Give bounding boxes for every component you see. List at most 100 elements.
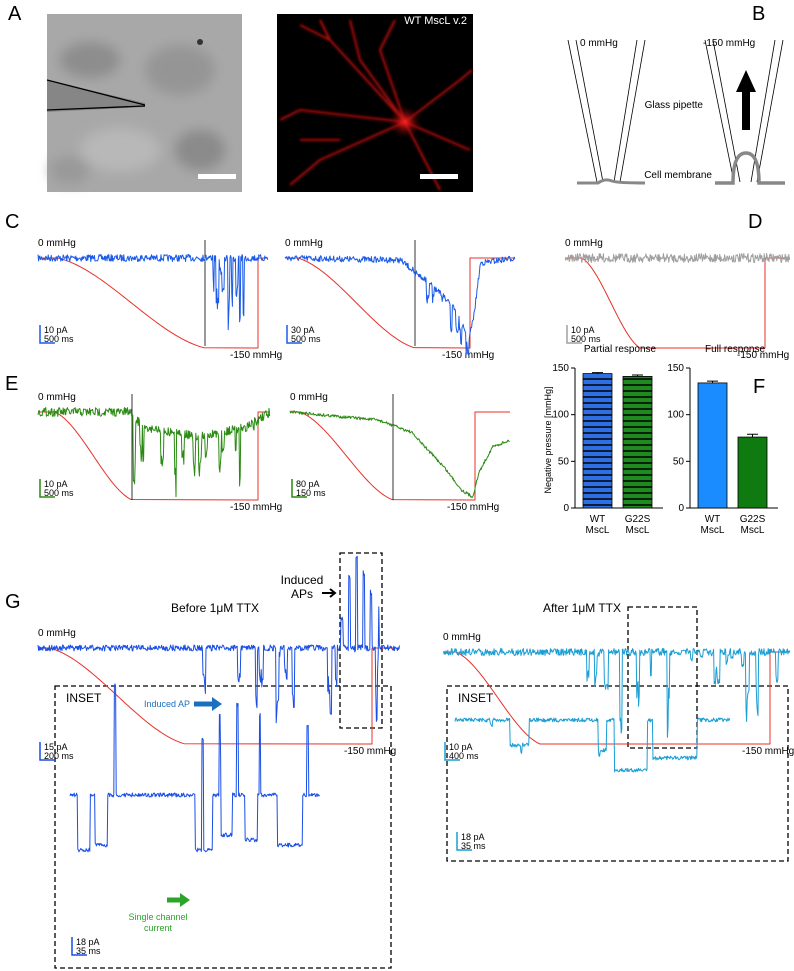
- x-tick-label: G22S MscL: [625, 514, 651, 536]
- scale-label: 500 ms: [44, 488, 74, 498]
- inset-title: INSET: [66, 691, 102, 705]
- pressure-label: 0 mmHg: [580, 38, 618, 49]
- inset-box: [54, 685, 392, 969]
- y-tick-label: 0: [678, 503, 684, 514]
- scale-bar: [420, 174, 458, 179]
- annotation: APs: [291, 587, 313, 601]
- channel-label: Single channel: [128, 912, 187, 922]
- bar: [622, 375, 653, 509]
- scale-label: 150 ms: [296, 488, 326, 498]
- current-trace: [454, 717, 731, 773]
- annotation: Induced: [281, 573, 324, 587]
- scale-bar: [39, 479, 55, 498]
- pressure-label: -150 mmHg: [703, 38, 755, 49]
- current-trace: [69, 683, 321, 853]
- pressure-label: -150 mmHg: [230, 350, 282, 361]
- scale-label: 80 pA: [296, 479, 320, 489]
- pipette-edge: [46, 105, 146, 111]
- scale-label: 18 pA: [461, 832, 485, 842]
- pressure-label: 0 mmHg: [290, 392, 328, 403]
- error-bar: [592, 372, 603, 374]
- pressure-trace: [285, 257, 515, 349]
- neuron-soma: [389, 106, 421, 138]
- y-axis-label: Negative pressure [mmHg]: [543, 386, 553, 493]
- y-tick-label: 150: [667, 363, 684, 374]
- panel-label: G: [5, 591, 21, 613]
- membrane-label: Cell membrane: [644, 170, 712, 181]
- x-tick-label: WT MscL: [586, 514, 610, 536]
- membrane-bulge: [715, 151, 785, 185]
- pressure-label: 0 mmHg: [38, 628, 76, 639]
- pressure-label: -150 mmHg: [344, 746, 396, 757]
- panel-label: A: [8, 3, 22, 25]
- pressure-label: -150 mmHg: [742, 746, 794, 757]
- scale-label: 10 pA: [44, 325, 68, 335]
- annotation-arrow: [322, 588, 337, 598]
- ap-label: Induced AP: [144, 699, 190, 709]
- scale-label: 10 pA: [571, 325, 595, 335]
- scale-bar: [566, 325, 582, 344]
- current-trace: [284, 255, 516, 356]
- current-trace: [442, 648, 791, 738]
- debris: [197, 39, 203, 45]
- y-tick-label: 0: [563, 503, 569, 514]
- panel-label: B: [752, 3, 765, 25]
- pressure-trace: [565, 257, 790, 349]
- current-trace: [37, 407, 271, 498]
- y-tick-label: 50: [673, 456, 685, 467]
- panel-label: F: [753, 376, 765, 398]
- image-label: WT MscL v.2: [404, 15, 467, 27]
- error-bar: [747, 433, 758, 438]
- y-tick-label: 100: [552, 410, 569, 421]
- scale-bar: [286, 325, 302, 344]
- channel-arrow-head: [180, 893, 190, 907]
- pressure-label: 0 mmHg: [38, 392, 76, 403]
- current-trace: [37, 254, 269, 331]
- error-bar: [707, 380, 718, 383]
- error-bar: [632, 374, 643, 377]
- scale-label: 400 ms: [449, 751, 479, 761]
- pressure-trace: [290, 411, 510, 501]
- dashed-box: [339, 552, 383, 729]
- suction-arrow: [736, 70, 756, 130]
- current-trace: [37, 555, 401, 724]
- scale-label: 35 ms: [461, 841, 486, 851]
- scale-bar: [456, 832, 472, 851]
- trace-title: Before 1μM TTX: [171, 601, 259, 615]
- pressure-trace: [38, 257, 268, 349]
- bar: [582, 373, 613, 509]
- x-tick-label: WT MscL: [701, 514, 725, 536]
- pressure-label: 0 mmHg: [565, 238, 603, 249]
- channel-label: current: [144, 923, 173, 933]
- chart-title: Full response: [705, 344, 765, 355]
- current-trace: [564, 253, 790, 263]
- membrane: [577, 178, 646, 185]
- scale-label: 35 ms: [76, 946, 101, 956]
- scale-bar: [291, 479, 307, 498]
- scale-label: 200 ms: [44, 751, 74, 761]
- dashed-box: [627, 606, 698, 749]
- scale-bar: [198, 174, 236, 179]
- scale-bar: [444, 742, 460, 761]
- scale-label: 500 ms: [291, 334, 321, 344]
- pressure-label: -150 mmHg: [737, 350, 789, 361]
- pressure-trace: [443, 651, 790, 745]
- pressure-trace: [38, 411, 270, 501]
- y-tick-label: 150: [552, 363, 569, 374]
- inset-box: [446, 685, 789, 862]
- ap-arrow-head: [212, 697, 222, 711]
- pressure-label: -150 mmHg: [447, 502, 499, 513]
- scale-bar: [39, 742, 55, 761]
- pipette-label: Glass pipette: [645, 100, 704, 111]
- pressure-label: 0 mmHg: [38, 238, 76, 249]
- bar: [737, 436, 768, 509]
- inset-title: INSET: [458, 691, 494, 705]
- pressure-label: 0 mmHg: [285, 238, 323, 249]
- image-texture: [50, 42, 225, 184]
- panel-label: D: [748, 211, 762, 233]
- trace-title: After 1μM TTX: [543, 601, 621, 615]
- pressure-trace: [38, 647, 400, 745]
- neuron-dendrites: [279, 19, 473, 191]
